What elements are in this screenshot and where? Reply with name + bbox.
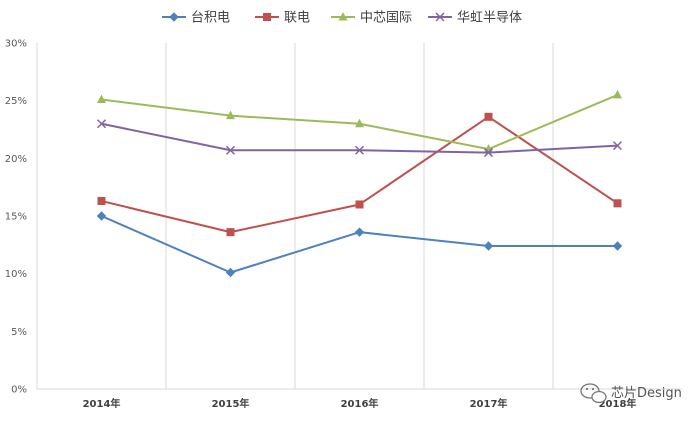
- watermark-text: 芯片Design: [611, 386, 682, 401]
- legend-item: 联电: [255, 11, 310, 26]
- data-point-marker: [355, 200, 364, 209]
- series-line: [101, 215, 618, 274]
- axes: 0% 5% 10% 15% 20% 25% 30% 2014年 2015年 2016年 2017年 2…: [5, 39, 682, 410]
- data-point-marker: [225, 267, 236, 278]
- y-tick-label: 25%: [5, 96, 27, 107]
- data-point-marker: [483, 148, 494, 158]
- data-point-marker: [355, 118, 364, 128]
- data-point-marker: [97, 94, 106, 104]
- legend-label: 中芯国际: [360, 11, 412, 26]
- series-group: [96, 89, 623, 278]
- data-point-marker: [484, 112, 493, 121]
- x-tick-label: 2018年: [599, 397, 637, 410]
- data-point-marker: [612, 241, 623, 251]
- y-tick-label: 15%: [5, 212, 27, 223]
- legend-item: 台积电: [162, 11, 230, 26]
- data-point-marker: [613, 199, 622, 208]
- legend: 台积电 联电 中芯国际 华虹半导体: [162, 11, 522, 26]
- data-point-marker: [226, 228, 235, 237]
- watermark: 芯片Design: [580, 383, 682, 404]
- x-tick-label: 2015年: [212, 397, 250, 410]
- data-point-marker: [354, 145, 365, 155]
- legend-item: 华虹半导体: [428, 11, 522, 26]
- legend-label: 联电: [284, 11, 310, 26]
- x-tick-label: 2017年: [470, 397, 508, 410]
- data-point-marker: [97, 197, 106, 206]
- series-1: [96, 211, 623, 278]
- x-tick-label: 2016年: [341, 397, 379, 410]
- wechat-logo-icon: [580, 383, 607, 404]
- x-tick-label: 2014年: [83, 397, 121, 410]
- data-point-marker: [612, 141, 623, 151]
- data-point-marker: [96, 119, 107, 129]
- y-tick-label: 0%: [11, 385, 27, 396]
- legend-marker: [435, 12, 445, 22]
- data-point-marker: [226, 110, 235, 120]
- y-tick-label: 5%: [11, 327, 27, 338]
- legend-item: 中芯国际: [331, 11, 412, 26]
- data-point-marker: [96, 211, 107, 221]
- legend-label: 华虹半导体: [457, 11, 522, 26]
- series-3: [97, 89, 622, 153]
- data-point-marker: [225, 145, 236, 155]
- gridlines: [165, 43, 554, 389]
- legend-label: 台积电: [191, 11, 230, 26]
- y-tick-label: 10%: [5, 269, 27, 280]
- legend-marker: [169, 12, 179, 22]
- data-point-marker: [613, 89, 622, 99]
- series-line: [101, 115, 619, 234]
- legend-marker: [263, 13, 271, 21]
- y-tick-label: 20%: [5, 154, 27, 165]
- legend-marker: [338, 12, 348, 21]
- series-2: [97, 112, 622, 237]
- series-4: [96, 119, 623, 158]
- data-point-marker: [354, 227, 365, 237]
- y-tick-label: 30%: [5, 39, 27, 50]
- data-point-marker: [483, 241, 494, 251]
